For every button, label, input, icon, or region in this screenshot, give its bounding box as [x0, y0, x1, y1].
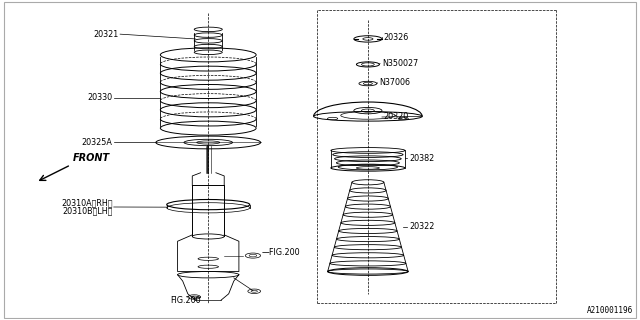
- Text: 20320: 20320: [384, 113, 409, 122]
- Text: FRONT: FRONT: [73, 153, 110, 163]
- Text: 20330: 20330: [87, 93, 113, 102]
- Text: 20310B〈LH〉: 20310B〈LH〉: [62, 206, 113, 215]
- Text: A210001196: A210001196: [587, 306, 633, 315]
- Text: —FIG.200: —FIG.200: [261, 248, 300, 257]
- Text: N37006: N37006: [380, 78, 410, 87]
- Text: 20382: 20382: [410, 154, 435, 163]
- Text: FIG.200: FIG.200: [170, 296, 200, 305]
- Text: 20325A: 20325A: [81, 138, 113, 147]
- Text: 20322: 20322: [410, 222, 435, 231]
- Text: 20321: 20321: [93, 30, 119, 39]
- Text: N350027: N350027: [382, 59, 418, 68]
- Text: 20326: 20326: [384, 33, 409, 42]
- Text: 20310A〈RH〉: 20310A〈RH〉: [61, 198, 113, 207]
